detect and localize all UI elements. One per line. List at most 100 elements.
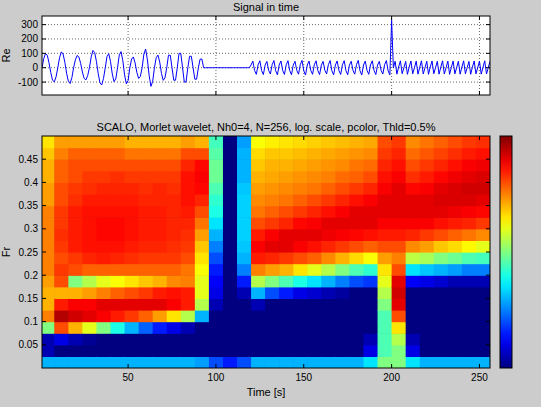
heatmap-cell (307, 194, 322, 206)
tick-y-right (486, 275, 490, 276)
figure: Signal in time-1000100200300ReSCALO, Mor… (0, 0, 541, 407)
heatmap-cell (237, 159, 252, 171)
heatmap-cell (82, 159, 97, 171)
heatmap-cell (54, 345, 69, 357)
heatmap-cell (307, 333, 322, 345)
heatmap-cell (406, 136, 421, 148)
heatmap-cell (54, 264, 69, 276)
heatmap-cell (237, 229, 252, 241)
heatmap-cell (293, 171, 308, 183)
heatmap-cell (265, 333, 280, 345)
heatmap-cell (406, 252, 421, 264)
heatmap-cell (223, 217, 238, 229)
heatmap-cell (209, 322, 224, 334)
tick-y-right (486, 344, 490, 345)
heatmap-cell (293, 275, 308, 287)
heatmap-cell (307, 298, 322, 310)
heatmap-cell (307, 240, 322, 252)
heatmap-cell (82, 194, 97, 206)
heatmap-cell (364, 217, 379, 229)
heatmap-cell (293, 217, 308, 229)
heatmap-cell (476, 136, 490, 148)
heatmap-cell (265, 194, 280, 206)
heatmap-cell (476, 287, 490, 299)
heatmap-cell (181, 287, 196, 299)
heatmap-cell (54, 356, 69, 368)
heatmap-cell (279, 345, 294, 357)
tick-label-y: 0 (32, 62, 38, 73)
heatmap-cell (82, 252, 97, 264)
heatmap-cell (223, 206, 238, 218)
heatmap-cell (251, 136, 266, 148)
heatmap-cell (321, 345, 336, 357)
tick-y (42, 182, 46, 183)
heatmap-cell (279, 240, 294, 252)
heatmap-cell (279, 310, 294, 322)
heatmap-cell (167, 298, 182, 310)
heatmap-cell (335, 252, 350, 264)
heatmap-cell (68, 356, 83, 368)
heatmap-cell (364, 194, 379, 206)
heatmap-cell (111, 345, 126, 357)
heatmap-cell (448, 182, 463, 194)
heatmap-cell (406, 159, 421, 171)
heatmap-cell (392, 333, 407, 345)
heatmap-cell (392, 217, 407, 229)
heatmap-cell (96, 240, 111, 252)
heatmap-cell (321, 159, 336, 171)
heatmap-cell (223, 136, 238, 148)
heatmap-cell (237, 333, 252, 345)
heatmap-cell (237, 264, 252, 276)
heatmap-cell (251, 159, 266, 171)
heatmap-cell (364, 171, 379, 183)
heatmap-cell (364, 287, 379, 299)
heatmap-cell (378, 182, 393, 194)
heatmap-cell (265, 298, 280, 310)
heatmap-cell (111, 264, 126, 276)
heatmap-cell (111, 240, 126, 252)
heatmap-cell (68, 217, 83, 229)
heatmap-cell (153, 264, 168, 276)
heatmap-cell (335, 217, 350, 229)
heatmap-cell (167, 287, 182, 299)
heatmap-cell (195, 206, 210, 218)
heatmap-cell (279, 252, 294, 264)
heatmap-cell (167, 136, 182, 148)
tick-label-y: 0.35 (19, 200, 39, 211)
grid-line-x (479, 16, 480, 95)
heatmap-cell (209, 275, 224, 287)
tick-label-y: -100 (18, 77, 38, 88)
heatmap-cell (139, 217, 154, 229)
heatmap-cell (364, 345, 379, 357)
heatmap-cell (68, 333, 83, 345)
heatmap-cell (111, 333, 126, 345)
heatmap-cell (125, 287, 140, 299)
heatmap-cell (125, 171, 140, 183)
heatmap-cell (251, 217, 266, 229)
heatmap-cell (153, 298, 168, 310)
heatmap-cell (462, 148, 477, 160)
heatmap-cell (42, 345, 55, 357)
heatmap-cell (335, 171, 350, 183)
heatmap-cell (139, 333, 154, 345)
heatmap-cell (392, 322, 407, 334)
heatmap-cell (321, 194, 336, 206)
heatmap-cell (265, 159, 280, 171)
heatmap-cell (167, 159, 182, 171)
heatmap-cell (335, 275, 350, 287)
grid-line-x (303, 16, 304, 95)
heatmap-cell (139, 298, 154, 310)
heatmap-cell (420, 229, 435, 241)
heatmap-cell (476, 148, 490, 160)
heatmap-cell (82, 206, 97, 218)
heatmap-cell (335, 298, 350, 310)
heatmap-cell (209, 252, 224, 264)
heatmap-cell (125, 159, 140, 171)
tick-y (42, 159, 46, 160)
heatmap-cell (321, 206, 336, 218)
heatmap-cell (279, 217, 294, 229)
heatmap-cell (462, 171, 477, 183)
heatmap-cell (42, 136, 55, 148)
heatmap-cell (335, 159, 350, 171)
heatmap-cell (153, 287, 168, 299)
